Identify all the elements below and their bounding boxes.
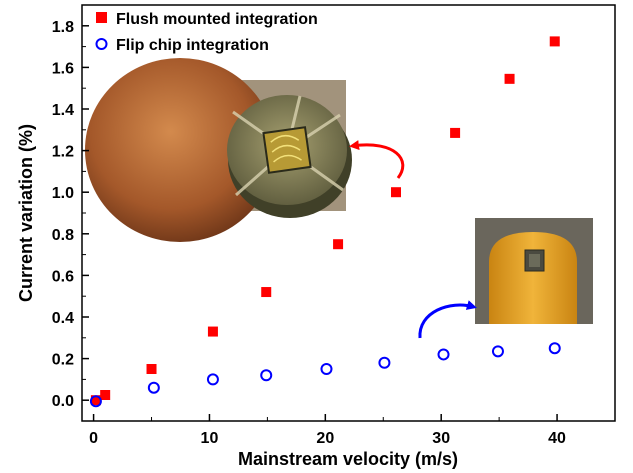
y-tick-label: 0.8 bbox=[52, 227, 74, 244]
series-layer bbox=[89, 36, 561, 408]
x-tick-label: 20 bbox=[316, 430, 334, 447]
x-tick-label: 30 bbox=[432, 430, 450, 447]
flip-chip-sensor-photo bbox=[475, 218, 593, 324]
flip-chip-data-point bbox=[260, 369, 273, 382]
legend-label-flush: Flush mounted integration bbox=[116, 11, 318, 28]
flush-mounted-data-point bbox=[207, 326, 218, 337]
flush-mounted-data-point bbox=[100, 390, 111, 400]
y-axis-title: Current variation (%) bbox=[16, 124, 36, 302]
y-tick-label: 1.4 bbox=[52, 102, 74, 119]
flip-chip-data-point bbox=[320, 363, 333, 375]
flush-mounted-data-point bbox=[504, 73, 515, 84]
flip-chip-data-point bbox=[89, 395, 102, 408]
y-tick-label: 1.2 bbox=[52, 144, 74, 161]
legend-marker-flush bbox=[96, 12, 107, 23]
x-tick-label: 0 bbox=[89, 430, 98, 447]
flush-mounted-data-point bbox=[333, 239, 344, 250]
flush-mounted-sensor-photo bbox=[85, 58, 352, 242]
blue-annotation-arrow bbox=[418, 300, 477, 339]
legend-marker-flip bbox=[95, 38, 108, 50]
flip-chip-data-point bbox=[548, 342, 561, 355]
flip-chip-data-point bbox=[147, 381, 160, 394]
flip-chip-data-point bbox=[378, 356, 391, 369]
flush-mounted-data-point bbox=[391, 187, 402, 198]
red-annotation-arrow bbox=[349, 140, 405, 179]
flush-mounted-data-point bbox=[261, 287, 272, 298]
y-tick-label: 1.6 bbox=[52, 60, 74, 77]
flip-chip-data-point bbox=[491, 345, 504, 358]
x-axis: 0 10 20 30 40 bbox=[89, 414, 566, 447]
legend: Flush mounted integration Flip chip inte… bbox=[95, 11, 318, 54]
flip-chip-data-point bbox=[437, 348, 450, 361]
flush-mounted-data-point bbox=[450, 127, 461, 138]
x-tick-label: 40 bbox=[548, 430, 566, 447]
y-tick-label: 0.0 bbox=[52, 393, 74, 410]
x-axis-title: Mainstream velocity (m/s) bbox=[238, 449, 458, 469]
y-tick-label: 1.8 bbox=[52, 19, 74, 36]
y-axis: 0.0 0.2 0.4 0.6 0.8 1.0 1.2 1.4 1.6 1.8 bbox=[52, 19, 89, 410]
flush-mounted-data-point bbox=[549, 36, 560, 47]
legend-label-flip: Flip chip integration bbox=[116, 37, 269, 54]
x-tick-label: 10 bbox=[201, 430, 219, 447]
flip-chip-data-point bbox=[206, 373, 219, 386]
y-tick-label: 0.4 bbox=[52, 310, 74, 327]
flush-mounted-data-point bbox=[90, 395, 101, 406]
y-tick-label: 0.2 bbox=[52, 352, 74, 369]
flush-mounted-data-point bbox=[146, 364, 157, 374]
y-tick-label: 0.6 bbox=[52, 268, 74, 285]
y-tick-label: 1.0 bbox=[52, 185, 74, 202]
